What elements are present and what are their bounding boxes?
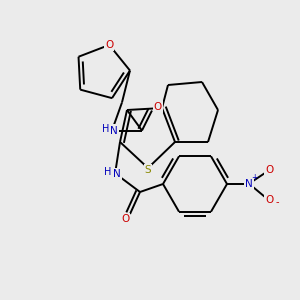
Text: -: -: [275, 197, 279, 207]
Text: S: S: [145, 165, 151, 175]
Text: N: N: [110, 125, 118, 136]
Text: N: N: [245, 179, 253, 189]
Text: O: O: [121, 214, 129, 224]
Text: H: H: [104, 167, 112, 177]
Text: O: O: [105, 40, 113, 50]
Text: O: O: [265, 165, 273, 175]
Text: H: H: [102, 124, 110, 134]
Text: +: +: [251, 173, 257, 182]
Text: N: N: [113, 169, 121, 179]
Text: O: O: [265, 195, 273, 205]
Text: O: O: [154, 101, 162, 112]
